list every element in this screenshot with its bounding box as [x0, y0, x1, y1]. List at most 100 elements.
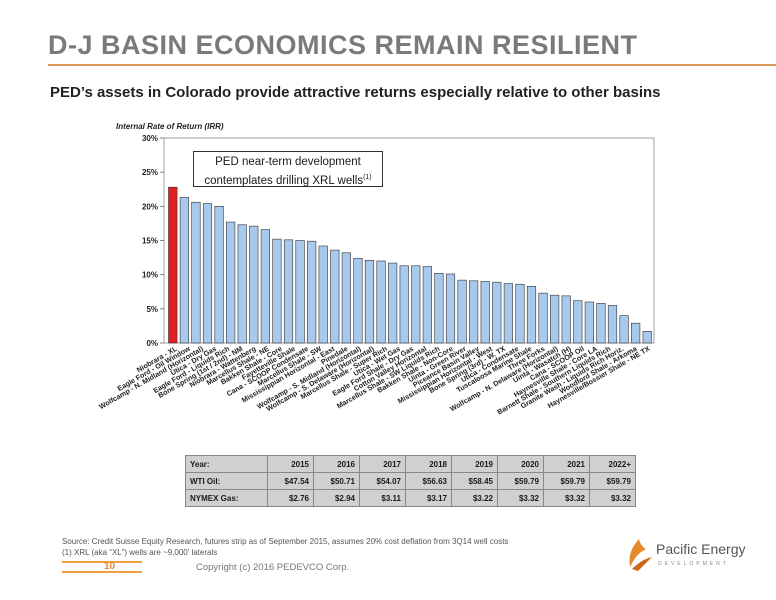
price-table-cell: 2022+ [589, 455, 636, 473]
bar-highlight [168, 186, 178, 344]
source-line-2: (1) XRL (aka “XL”) wells are ~9,000’ lat… [62, 548, 218, 557]
bar [538, 292, 548, 344]
bar [573, 300, 583, 344]
bar [318, 245, 328, 344]
chart-callout: PED near-term development contemplates d… [193, 151, 383, 187]
bar [283, 239, 294, 344]
source-line-1: Source: Credit Suisse Equity Research, f… [62, 537, 509, 546]
price-table-cell: $2.76 [267, 489, 314, 507]
y-tick-label: 30% [142, 134, 158, 143]
y-tick-label: 5% [146, 305, 158, 314]
y-tick-label: 10% [142, 271, 158, 280]
price-table-cell: WTI Oil: [185, 472, 268, 490]
bar [295, 240, 305, 344]
bar [469, 280, 479, 344]
bar [619, 315, 629, 344]
bar [492, 281, 502, 344]
bar [330, 249, 340, 344]
bar [202, 203, 213, 344]
callout-footnote-marker: (1) [363, 174, 372, 181]
bar [272, 238, 282, 344]
logo-subtitle: DEVELOPMENT [658, 561, 729, 567]
page-number: 10 [104, 561, 116, 572]
footer-rule-top [62, 561, 142, 563]
bar [307, 240, 317, 344]
price-table-cell: 2018 [405, 455, 452, 473]
logo-mark-icon [629, 539, 652, 571]
price-table-cell: $2.94 [313, 489, 360, 507]
bar [596, 303, 606, 344]
bar [411, 265, 421, 344]
price-table-cell: $3.11 [359, 489, 406, 507]
bar [214, 206, 224, 344]
bar [260, 229, 270, 344]
bar [561, 295, 571, 344]
price-table-row-oil: WTI Oil: $47.54 $50.71 $54.07 $56.63 $58… [185, 472, 636, 490]
bar [515, 283, 525, 344]
price-deck-table: Year: 2015 2016 2017 2018 2019 2020 2021… [185, 455, 636, 507]
bar [480, 281, 490, 344]
copyright-text: Copyright (c) 2016 PEDEVCO Corp. [196, 562, 350, 573]
bar [388, 262, 398, 344]
chart-title: Internal Rate of Return (IRR) [116, 122, 224, 131]
y-tick-label: 0% [146, 339, 158, 348]
bar [457, 279, 467, 344]
irr-bar-chart: Internal Rate of Return (IRR) 0% 5% 10% 15% 2… [97, 122, 655, 416]
bar [607, 305, 618, 344]
price-table-cell: $59.79 [497, 472, 544, 490]
logo-name: Pacific Energy [656, 541, 746, 557]
callout-line-1: PED near-term development [215, 156, 361, 168]
bar [226, 221, 236, 344]
price-table-cell: $3.32 [497, 489, 544, 507]
price-table-cell: $3.32 [543, 489, 590, 507]
price-table-cell: $50.71 [313, 472, 360, 490]
bar [353, 257, 363, 344]
bar [584, 301, 594, 344]
price-table-cell: 2019 [451, 455, 498, 473]
price-table-cell: $47.54 [267, 472, 314, 490]
footer-rule-bottom [62, 571, 142, 573]
price-table-cell: NYMEX Gas: [185, 489, 268, 507]
price-table-cell: $58.45 [451, 472, 498, 490]
page-title: D-J BASIN ECONOMICS REMAIN RESILIENT [48, 30, 638, 60]
bar [399, 265, 409, 344]
bar [364, 260, 375, 344]
price-table-cell: $3.22 [451, 489, 498, 507]
bar [526, 285, 537, 344]
bar [550, 294, 560, 344]
y-tick-label: 25% [142, 168, 158, 177]
price-table-cell: 2016 [313, 455, 360, 473]
price-table-cell: 2015 [267, 455, 314, 473]
bar [422, 266, 432, 344]
price-table-cell: 2017 [359, 455, 406, 473]
price-table-cell: 2020 [497, 455, 544, 473]
bar [179, 197, 189, 344]
bar [341, 252, 351, 344]
callout-line-2: contemplates drilling XRL wells(1) [194, 170, 382, 189]
price-table-cell: 2021 [543, 455, 590, 473]
price-table-cell: $59.79 [543, 472, 590, 490]
price-table-cell: $59.79 [589, 472, 636, 490]
price-table-cell: $56.63 [405, 472, 452, 490]
y-tick-label: 20% [142, 202, 158, 211]
callout-line-2-text: contemplates drilling XRL wells [204, 174, 364, 187]
price-table-header-row: Year: 2015 2016 2017 2018 2019 2020 2021… [185, 455, 636, 473]
title-divider [48, 64, 776, 66]
price-table-row-gas: NYMEX Gas: $2.76 $2.94 $3.11 $3.17 $3.22… [185, 489, 636, 507]
bar [237, 224, 247, 344]
bar [445, 273, 456, 344]
price-table-cell: $3.32 [589, 489, 636, 507]
bar [631, 322, 641, 344]
bar [642, 331, 652, 344]
source-note: Source: Credit Suisse Equity Research, f… [62, 536, 508, 558]
price-table-cell: Year: [185, 455, 268, 473]
y-tick-label: 15% [142, 237, 158, 246]
bar [434, 273, 444, 344]
bar [191, 201, 201, 344]
price-table-cell: $3.17 [405, 489, 452, 507]
bar [249, 225, 259, 344]
bar [503, 283, 513, 344]
bar [376, 260, 386, 344]
price-table-cell: $54.07 [359, 472, 406, 490]
company-logo: Pacific Energy DEVELOPMENT [624, 535, 764, 575]
